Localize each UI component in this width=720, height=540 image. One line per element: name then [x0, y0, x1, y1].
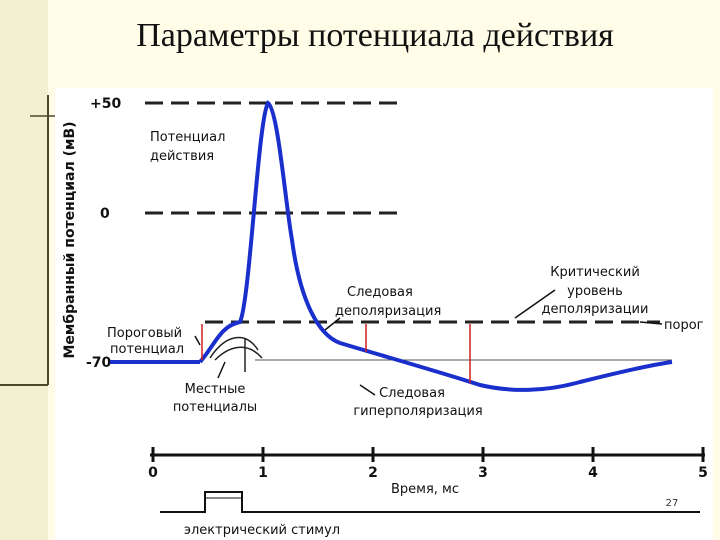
annotation: Местные: [185, 382, 246, 397]
local-potentials: [209, 336, 263, 372]
annotation: уровень: [567, 284, 623, 299]
y-label: 0: [100, 206, 110, 222]
x-label: 3: [478, 465, 488, 481]
annotation: потенциалы: [173, 400, 257, 415]
time-ticks: 0 1 2 3 4 5: [148, 447, 708, 481]
y-label: +50: [90, 96, 121, 112]
x-label: 1: [258, 465, 268, 481]
amplitude-arrows: [201, 324, 471, 383]
action-potential-curve: [198, 100, 673, 392]
annotation: гиперполяризация: [353, 404, 482, 419]
annotation: Пороговый: [107, 326, 182, 341]
level-lines: [145, 101, 660, 324]
y-label: -70: [86, 355, 112, 371]
annotation: действия: [150, 149, 214, 164]
annotation: Следовая: [347, 285, 413, 300]
x-label: 5: [698, 465, 708, 481]
annotation: деполяризация: [335, 304, 441, 319]
x-label: 4: [588, 465, 598, 481]
annotation: порог: [664, 318, 704, 333]
figure-bg: [55, 88, 713, 540]
x-axis-label: Время, мс: [391, 482, 459, 497]
x-label: 2: [368, 465, 378, 481]
annotation: электрический стимул: [184, 523, 340, 538]
x-label: 0: [148, 465, 158, 481]
annotation: Следовая: [379, 386, 445, 401]
annotation: Критический: [550, 265, 640, 280]
annotation: потенциал: [110, 342, 184, 357]
page-number: 27: [666, 498, 679, 509]
pointers: [194, 289, 663, 396]
slide-title: Параметры потенциала действия: [136, 17, 614, 54]
annotation: деполяризации: [542, 302, 649, 317]
stimulus-trace: [160, 491, 700, 513]
annotation: Потенциал: [150, 130, 225, 145]
y-axis-label: Мембранный потенциал (мВ): [62, 121, 78, 358]
side-strip: [0, 0, 48, 540]
